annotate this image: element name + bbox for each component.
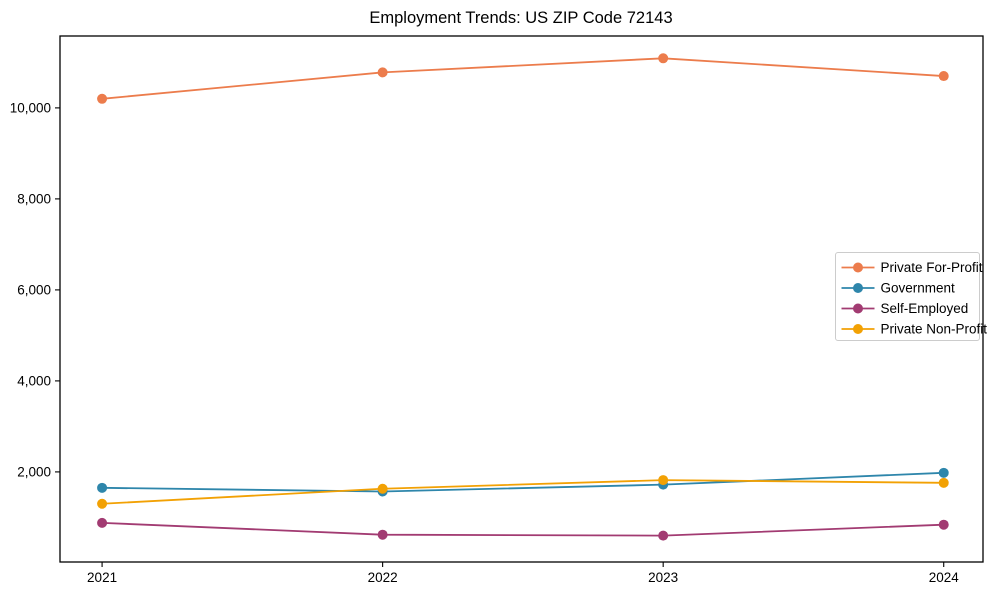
y-axis-tick-label: 10,000 [10, 100, 51, 115]
y-axis-tick-label: 4,000 [17, 373, 51, 388]
data-point-private-non-profit-2023 [658, 475, 669, 486]
data-point-government-2024 [938, 467, 949, 478]
data-point-private-for-profit-2023 [658, 53, 669, 64]
data-point-self-employed-2024 [938, 519, 949, 530]
x-axis-tick-label: 2021 [87, 570, 117, 585]
series-line-private-non-profit [102, 479, 944, 505]
y-axis-tick-label: 6,000 [17, 282, 51, 297]
data-point-private-non-profit-2024 [938, 477, 949, 488]
legend-label-government: Government [881, 281, 956, 296]
data-point-private-for-profit-2022 [377, 67, 388, 78]
x-axis-tick-label: 2022 [368, 570, 398, 585]
y-axis-tick-label: 2,000 [17, 464, 51, 479]
x-axis-tick-label: 2023 [648, 570, 678, 585]
legend-swatch-marker-private-non-profit [853, 324, 863, 334]
series-line-government [102, 471, 944, 493]
legend-label-self-employed: Self-Employed [881, 301, 969, 316]
x-axis-tick-label: 2024 [929, 570, 960, 585]
data-point-private-for-profit-2021 [97, 93, 108, 104]
chart-title: Employment Trends: US ZIP Code 72143 [369, 9, 672, 27]
data-point-private-non-profit-2022 [377, 483, 388, 494]
data-point-self-employed-2023 [658, 530, 669, 541]
legend-swatch-marker-private-for-profit [853, 262, 863, 273]
data-point-self-employed-2022 [377, 529, 388, 540]
legend-swatch-marker-government [853, 283, 863, 293]
legend-label-private-for-profit: Private For-Profit [881, 260, 983, 275]
y-axis-tick-label: 8,000 [17, 191, 51, 206]
series-line-private-for-profit [101, 57, 944, 100]
legend-box [835, 252, 980, 341]
plot-frame [59, 35, 984, 563]
series-line-self-employed [102, 521, 944, 537]
data-point-private-non-profit-2021 [97, 498, 108, 509]
legend-swatch-marker-self-employed [853, 303, 863, 314]
data-point-government-2021 [97, 482, 108, 493]
data-point-private-for-profit-2024 [938, 71, 949, 82]
legend-label-private-non-profit: Private Non-Profit [881, 322, 988, 337]
data-point-self-employed-2021 [97, 517, 108, 528]
